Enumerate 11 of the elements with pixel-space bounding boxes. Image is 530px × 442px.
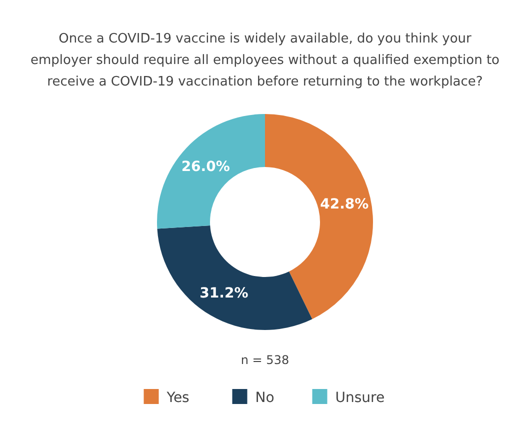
data-label: 42.8% <box>320 196 369 213</box>
donut-slice <box>265 114 373 320</box>
legend-label: No <box>255 390 274 406</box>
legend-label: Yes <box>166 390 190 406</box>
chart-title: Once a COVID-19 vaccine is widely available, do you think your employer should require all employees without a qualified exemption to receive a COVID-19 vaccination before returning to the workplace? <box>30 32 500 90</box>
data-label: 31.2% <box>200 285 248 302</box>
data-label: 26.0% <box>181 159 230 176</box>
donut-slice <box>157 114 265 229</box>
text: n = 538 <box>240 353 290 368</box>
legend-label: Unsure <box>335 390 385 406</box>
donut-slice <box>157 225 312 330</box>
